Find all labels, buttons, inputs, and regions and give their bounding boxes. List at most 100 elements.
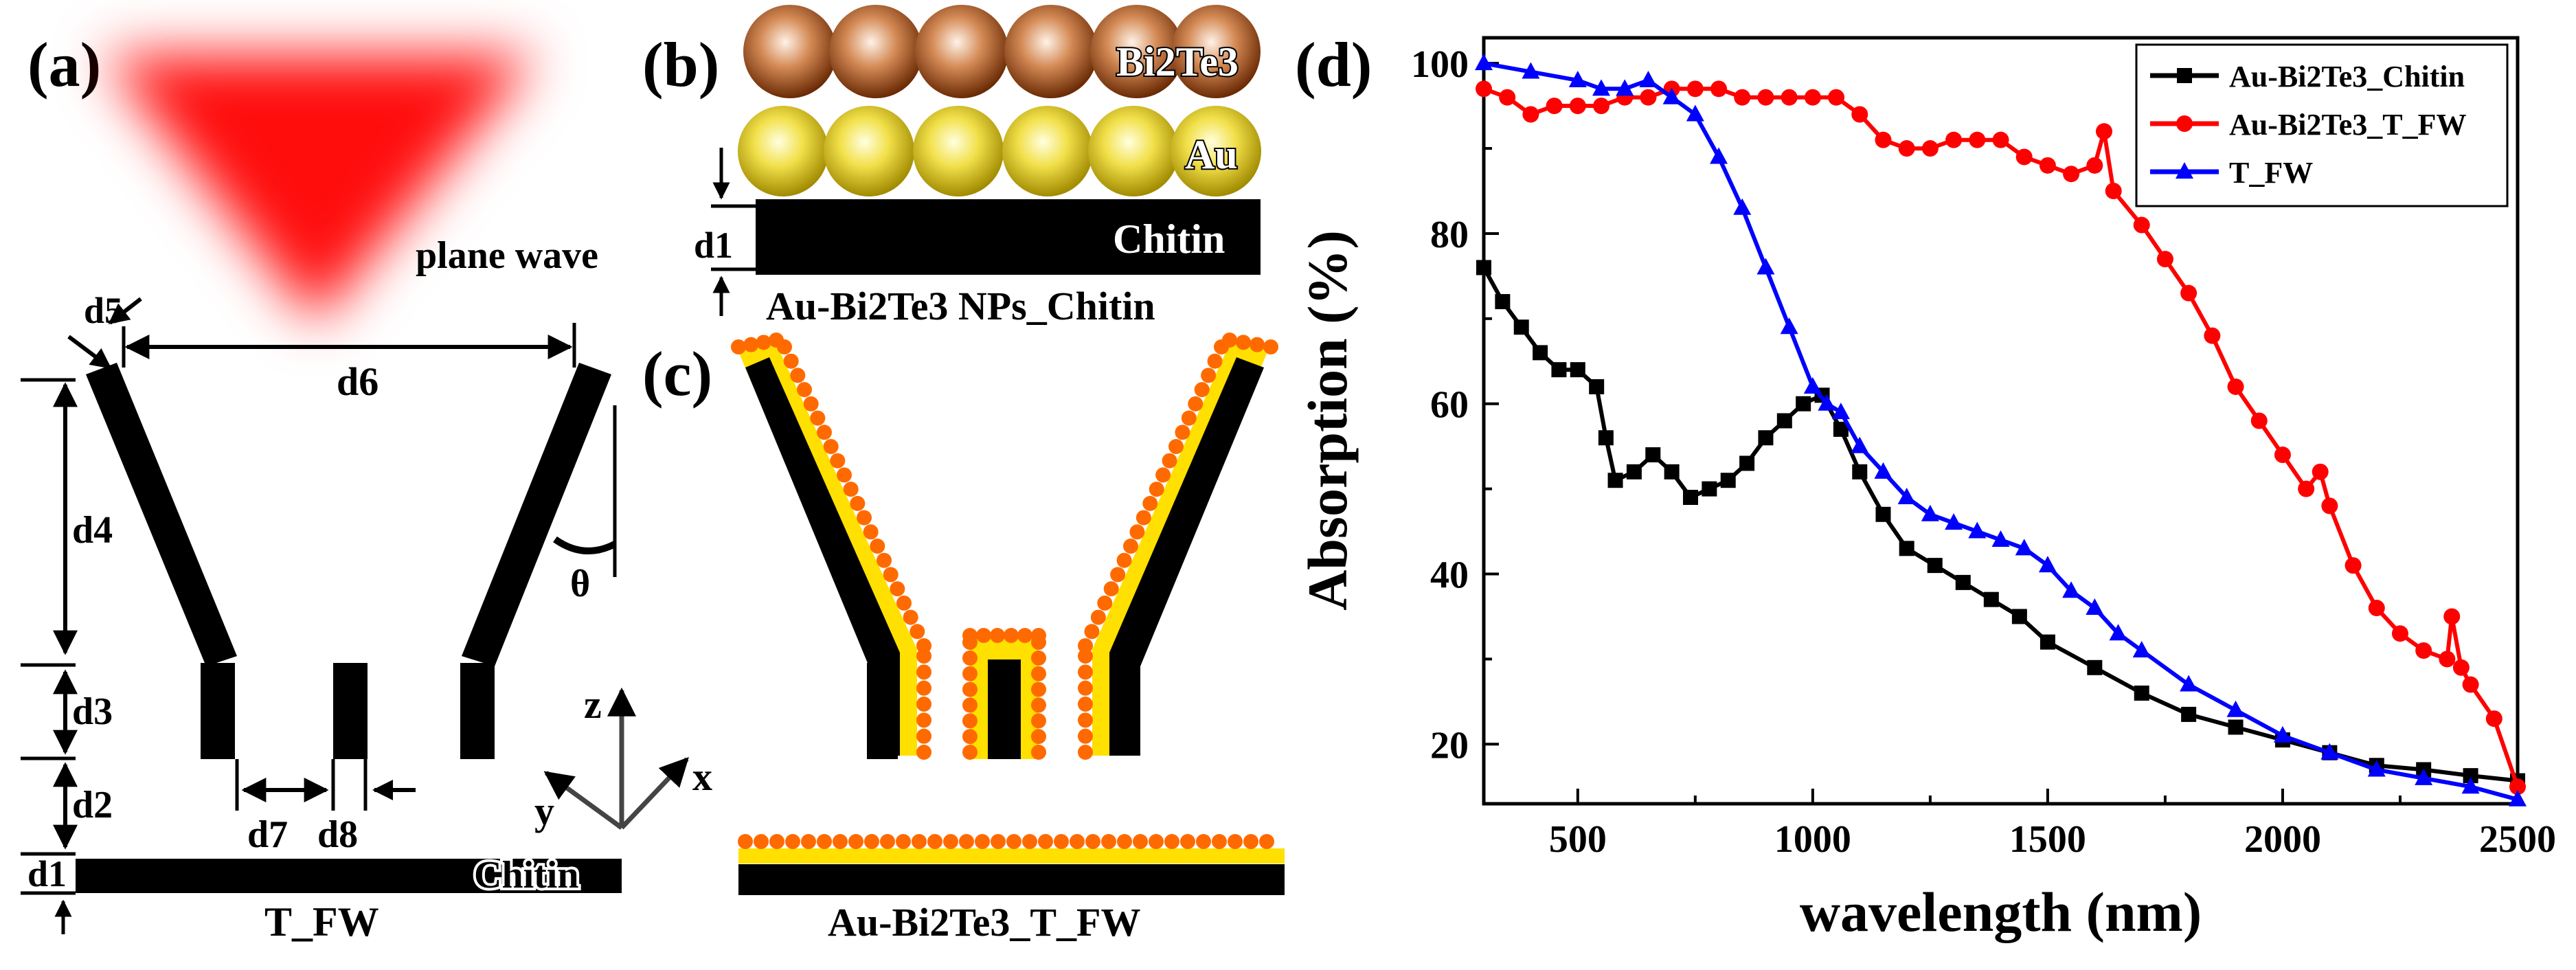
substrate-coating-dot [1259, 834, 1274, 849]
panel-c-caption: Au-Bi2Te3_T_FW [828, 900, 1140, 945]
coating-dot [962, 713, 978, 729]
data-point-square [1570, 362, 1585, 378]
coating-dot [1097, 595, 1113, 611]
substrate-coating-dot [1180, 834, 1195, 849]
coating-dot [783, 353, 799, 369]
legend-entry: Au-Bi2Te3_T_FW [2229, 108, 2467, 142]
substrate-coating-dot [754, 834, 769, 849]
dim-d8: d8 [317, 813, 358, 856]
c-substrate-gold [738, 848, 1285, 864]
coating-dot [857, 510, 872, 526]
x-tick-label: 500 [1549, 818, 1607, 861]
substrate-b [756, 199, 1261, 275]
plane-wave-glow [103, 55, 536, 323]
substrate-coating-dot [1006, 834, 1021, 849]
coating-dot [962, 729, 978, 745]
substrate-coating-dot [959, 834, 974, 849]
y-tick-label: 80 [1430, 214, 1469, 256]
substrate-coating-dot [975, 834, 990, 849]
y-tick-label: 60 [1430, 384, 1469, 427]
coating-dot [890, 581, 905, 597]
data-point-square [1533, 345, 1548, 361]
coating-dot [1017, 628, 1032, 643]
data-point-circle [1781, 89, 1798, 106]
coating-dot [1090, 609, 1106, 625]
data-point-circle [2204, 327, 2221, 344]
y-tick-label: 40 [1430, 554, 1469, 597]
c-center-post [988, 659, 1021, 759]
legend-entry: Au-Bi2Te3_Chitin [2229, 60, 2465, 93]
coating-dot [1031, 666, 1046, 681]
substrate-coating-dot [1243, 834, 1258, 849]
data-point-square [1645, 447, 1661, 463]
plot-frame [1482, 36, 2520, 806]
substrate-coating-dot [1133, 834, 1148, 849]
dim-d1-b: d1 [694, 225, 733, 266]
dim-d5: d5 [84, 290, 123, 331]
data-point-triangle [1733, 198, 1752, 215]
substrate-a [76, 859, 622, 893]
data-point-circle [2015, 148, 2033, 166]
coating-dot [1129, 524, 1145, 540]
data-point-circle [1569, 98, 1586, 115]
coordinate-axes [543, 687, 689, 830]
data-point-triangle [1921, 504, 1939, 521]
panel-a: (a) plane wave d5 d6 θ d4 d3 [21, 30, 712, 945]
data-point-triangle [2015, 539, 2033, 556]
data-point-circle [1640, 89, 1657, 106]
data-point-triangle [2086, 598, 2104, 616]
coating-dot [916, 745, 931, 760]
panel-c-label: (c) [642, 339, 712, 409]
left-arm [86, 363, 237, 666]
substrate-coating-dot [801, 834, 816, 849]
coating-dot [1136, 510, 1151, 526]
substrate-coating-dot [1228, 834, 1243, 849]
data-point-triangle [2320, 743, 2339, 760]
coating-dot [916, 664, 931, 680]
substrate-coating-dot [1022, 834, 1037, 849]
substrate-coating-dot [1196, 834, 1211, 849]
coating-dot [883, 567, 899, 583]
substrate-coating-dot [738, 834, 753, 849]
coating-dot [916, 680, 931, 696]
c-left-post [867, 663, 898, 759]
coating-dot [1155, 467, 1171, 483]
right-arm [462, 363, 611, 666]
substrate-coating-dot [1149, 834, 1164, 849]
coating-dot [1004, 628, 1019, 643]
substrate-coating-dot [817, 834, 832, 849]
coating-dot [990, 628, 1005, 643]
coating-dot [916, 697, 931, 712]
coating-dot [1207, 353, 1223, 369]
data-point-square [2011, 609, 2027, 624]
coating-dot [1031, 681, 1046, 697]
panel-b-caption: Au-Bi2Te3 NPs_Chitin [766, 284, 1155, 328]
data-point-circle [1476, 80, 1492, 98]
data-point-triangle [2062, 581, 2081, 598]
coating-dot [756, 335, 771, 350]
data-point-circle [1992, 131, 2009, 148]
data-point-circle [2250, 412, 2268, 429]
data-point-triangle [2180, 675, 2198, 692]
panel-a-label: (a) [27, 30, 101, 100]
coating-dot [1078, 648, 1093, 664]
data-point-triangle [1662, 87, 1681, 104]
substrate-coating-dot [1212, 834, 1227, 849]
series-line [1483, 61, 2518, 802]
data-point-triangle [1592, 79, 1611, 96]
data-point-square [1513, 319, 1529, 335]
coating-dot [817, 425, 832, 440]
x-tick-label: 1000 [1774, 818, 1851, 861]
data-point-square [1476, 260, 1491, 275]
data-point-circle [2452, 659, 2470, 676]
data-point-square [1598, 430, 1614, 446]
coating-dot [1162, 453, 1177, 469]
coating-dot [1168, 439, 1184, 454]
coating-dot [790, 368, 806, 383]
data-point-square [2040, 634, 2055, 650]
substrate-coating-dot [1117, 834, 1132, 849]
data-point-circle [2156, 251, 2173, 268]
coating-dot [962, 650, 978, 666]
data-point-triangle [2367, 760, 2386, 777]
coating-dot [1116, 552, 1132, 568]
